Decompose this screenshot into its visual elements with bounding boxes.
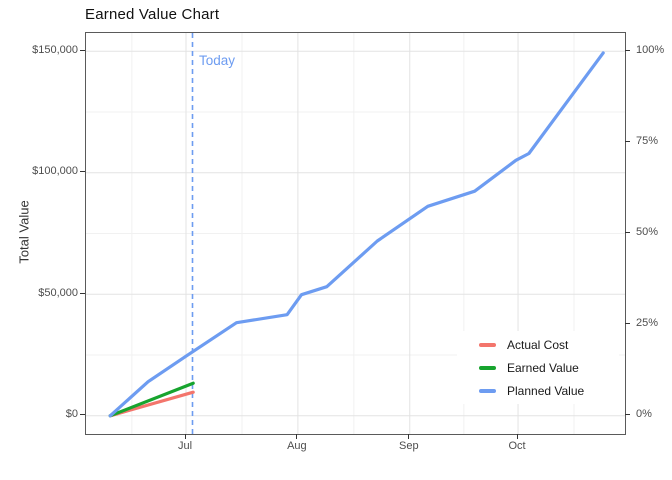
- y-tick: [80, 292, 85, 294]
- chart-title: Earned Value Chart: [85, 6, 220, 23]
- x-tick-label: Oct: [508, 440, 526, 452]
- legend-label: Earned Value: [507, 360, 579, 375]
- y-tick-label: $50,000: [38, 286, 78, 299]
- y2-tick: [625, 140, 630, 142]
- x-tick: [184, 434, 186, 439]
- x-tick: [408, 434, 410, 439]
- legend-item-planned-value: Planned Value: [457, 379, 619, 402]
- legend-label: Actual Cost: [507, 337, 569, 352]
- y2-tick: [625, 323, 630, 325]
- y2-tick-label: 50%: [636, 226, 659, 238]
- legend-item-earned-value: Earned Value: [457, 356, 619, 379]
- legend: Actual Cost Earned Value Planned Value: [457, 331, 619, 404]
- series-earned-value: [108, 381, 195, 418]
- y-tick-label: $0: [65, 408, 78, 421]
- plot-panel: Today Actual Cost Earned Value Planned Val…: [85, 32, 626, 435]
- y2-tick-label: 75%: [636, 134, 659, 147]
- y2-tick-label: 100%: [636, 43, 665, 56]
- y-tick: [80, 49, 85, 51]
- x-tick-label: Aug: [287, 440, 307, 452]
- y2-tick: [625, 414, 630, 416]
- today-label: Today: [199, 53, 236, 68]
- y-tick-label: $100,000: [32, 165, 78, 178]
- y2-tick: [625, 49, 630, 51]
- legend-swatch: [479, 388, 496, 393]
- legend-swatch: [479, 342, 496, 347]
- series-planned-value: [108, 51, 605, 418]
- y-tick: [80, 414, 85, 416]
- legend-item-actual-cost: Actual Cost: [457, 333, 619, 356]
- legend-swatch: [479, 365, 496, 370]
- x-tick-label: Jul: [177, 440, 193, 452]
- x-tick-label: Sep: [399, 440, 419, 452]
- y2-tick: [625, 232, 630, 233]
- y-axis-title: Total Value: [16, 200, 32, 264]
- legend-label: Planned Value: [507, 383, 585, 398]
- y2-tick-label: 25%: [636, 317, 659, 330]
- y2-tick-label: 0%: [636, 408, 652, 421]
- plot-area: [86, 33, 625, 434]
- x-tick: [516, 434, 518, 439]
- y-tick-label: $150,000: [32, 43, 78, 56]
- x-tick: [296, 434, 298, 439]
- y-tick: [80, 171, 85, 173]
